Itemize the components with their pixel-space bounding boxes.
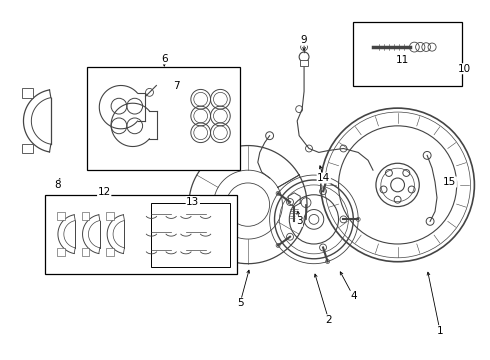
Bar xyxy=(300,60,308,66)
Text: 7: 7 xyxy=(173,81,179,91)
Text: 10: 10 xyxy=(458,64,471,74)
Text: 3: 3 xyxy=(296,216,302,226)
Text: 12: 12 xyxy=(98,187,111,197)
Bar xyxy=(57,248,65,256)
Bar xyxy=(88,67,240,170)
Bar xyxy=(22,89,33,98)
Bar xyxy=(353,22,462,86)
Bar xyxy=(151,203,230,267)
Text: 15: 15 xyxy=(443,177,456,187)
Text: 4: 4 xyxy=(350,291,357,301)
Bar xyxy=(81,212,90,220)
Text: 2: 2 xyxy=(325,315,332,325)
Text: 11: 11 xyxy=(396,55,409,65)
Text: 9: 9 xyxy=(301,35,307,45)
Text: 5: 5 xyxy=(237,298,244,308)
Text: 14: 14 xyxy=(317,173,330,183)
Bar xyxy=(81,248,90,256)
Text: 8: 8 xyxy=(54,180,61,190)
Bar xyxy=(106,212,114,220)
Bar xyxy=(106,248,114,256)
Text: 6: 6 xyxy=(161,54,168,64)
Text: 1: 1 xyxy=(437,326,443,336)
Bar xyxy=(22,144,33,153)
Bar xyxy=(57,212,65,220)
Text: 13: 13 xyxy=(186,197,199,207)
Bar xyxy=(45,195,237,274)
